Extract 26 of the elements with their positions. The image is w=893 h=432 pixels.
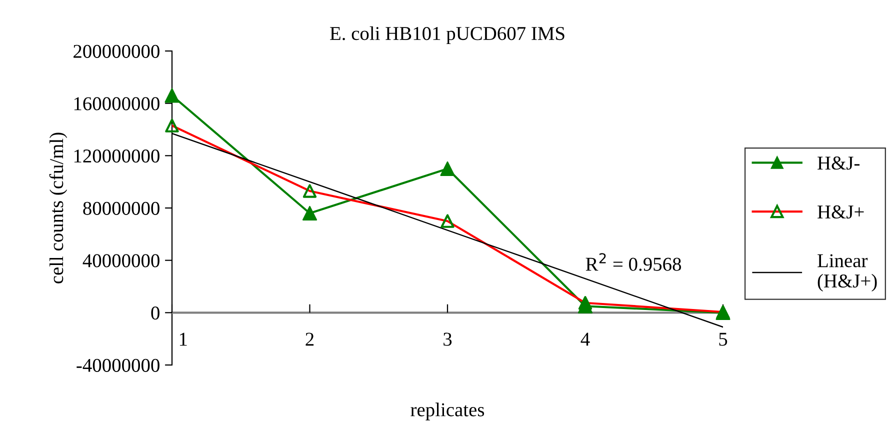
y-tick-label: 200000000 [74,44,160,58]
x-axis-title: replicates [410,402,484,420]
x-tick-label: 4 [580,332,590,346]
y-tick-label: 120000000 [74,149,160,163]
point [302,184,317,198]
legend-label: H&J+ [818,205,864,219]
y-tick-label: -40000000 [76,358,160,372]
y-tick-label: 0 [151,306,160,320]
y-tick-label: 40000000 [82,254,160,268]
annotation: R$^{2}$ = 0.9568 [586,253,682,271]
point [578,296,592,310]
point [164,88,180,103]
y-tick-label: 80000000 [83,202,160,215]
point [440,161,455,176]
y-axis-title: cell counts (cfu/ml) [49,132,68,284]
chart-title: E. coli HB101 pUCD607 IMS [330,26,564,44]
legend-label: H&J- [818,156,860,170]
point [165,118,179,132]
point [302,206,318,221]
y-tick-label: 160000000 [74,97,160,110]
x-tick-label: 2 [306,332,314,346]
x-tick-label: 1 [180,332,187,346]
point [440,214,454,228]
legend-label: Linear (H&J+) [818,254,877,292]
x-tick-label: 5 [719,332,728,346]
x-tick-label: 3 [444,332,452,346]
